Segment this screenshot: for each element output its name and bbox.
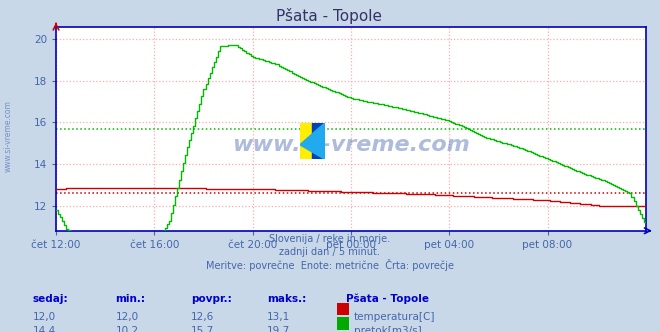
Text: 12,0: 12,0 — [115, 312, 138, 322]
Text: sedaj:: sedaj: — [33, 294, 69, 304]
Text: 13,1: 13,1 — [267, 312, 290, 322]
Text: 12,6: 12,6 — [191, 312, 214, 322]
Text: povpr.:: povpr.: — [191, 294, 232, 304]
Text: maks.:: maks.: — [267, 294, 306, 304]
Text: 15,7: 15,7 — [191, 326, 214, 332]
Text: 19,7: 19,7 — [267, 326, 290, 332]
Polygon shape — [300, 123, 325, 159]
Text: Meritve: povrečne  Enote: metrične  Črta: povrečje: Meritve: povrečne Enote: metrične Črta: … — [206, 259, 453, 271]
Text: zadnji dan / 5 minut.: zadnji dan / 5 minut. — [279, 247, 380, 257]
Text: Slovenija / reke in morje.: Slovenija / reke in morje. — [269, 234, 390, 244]
Bar — [300, 123, 312, 159]
Text: Pšata - Topole: Pšata - Topole — [346, 294, 429, 304]
Text: temperatura[C]: temperatura[C] — [354, 312, 436, 322]
Text: www.si-vreme.com: www.si-vreme.com — [3, 100, 13, 172]
Text: www.si-vreme.com: www.si-vreme.com — [232, 135, 470, 155]
Text: 14,4: 14,4 — [33, 326, 56, 332]
Text: Pšata - Topole: Pšata - Topole — [277, 8, 382, 24]
Bar — [312, 123, 325, 159]
Text: min.:: min.: — [115, 294, 146, 304]
Text: 10,2: 10,2 — [115, 326, 138, 332]
Text: pretok[m3/s]: pretok[m3/s] — [354, 326, 422, 332]
Text: 12,0: 12,0 — [33, 312, 56, 322]
